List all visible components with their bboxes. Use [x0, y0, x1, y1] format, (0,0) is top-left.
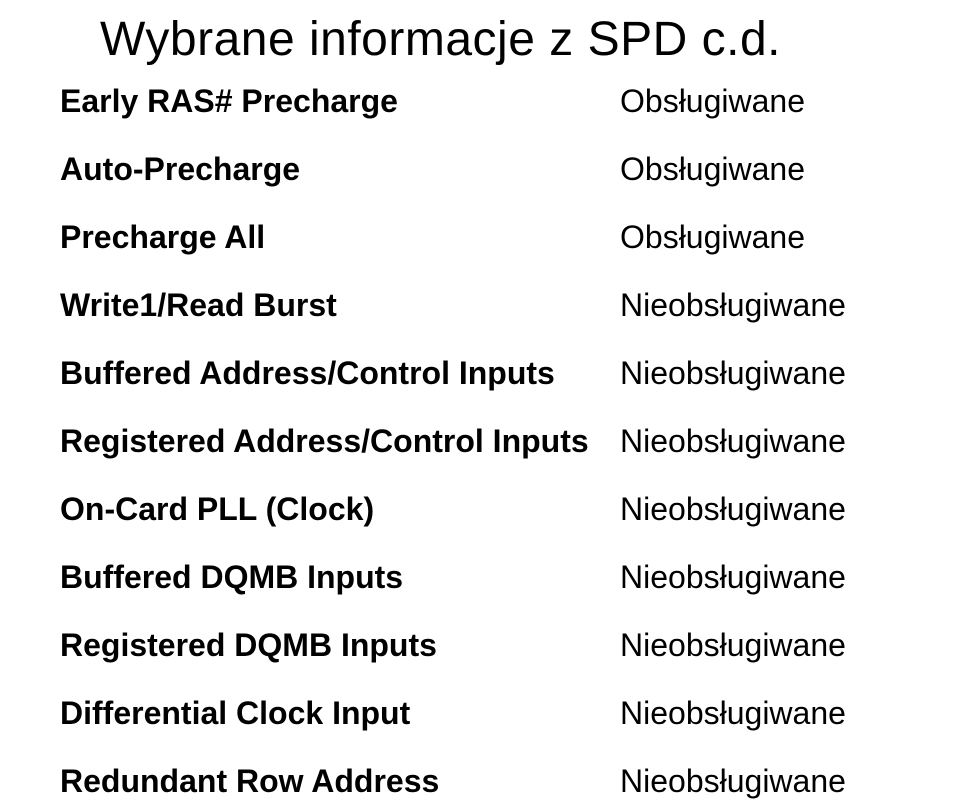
row-label: Write1/Read Burst [60, 287, 620, 324]
table-row: Registered DQMB Inputs Nieobsługiwane [60, 627, 920, 664]
table-row: Buffered DQMB Inputs Nieobsługiwane [60, 559, 920, 596]
row-value: Nieobsługiwane [620, 423, 846, 460]
row-value: Obsługiwane [620, 151, 805, 188]
table-row: Write1/Read Burst Nieobsługiwane [60, 287, 920, 324]
row-value: Nieobsługiwane [620, 491, 846, 528]
row-label: Precharge All [60, 219, 620, 256]
page-title: Wybrane informacje z SPD c.d. [100, 12, 920, 67]
page: Wybrane informacje z SPD c.d. Early RAS#… [0, 0, 960, 782]
row-value: Nieobsługiwane [620, 627, 846, 664]
row-label: Early RAS# Precharge [60, 83, 620, 120]
table-row: Differential Clock Input Nieobsługiwane [60, 695, 920, 732]
table-row: On-Card PLL (Clock) Nieobsługiwane [60, 491, 920, 528]
table-row: Registered Address/Control Inputs Nieobs… [60, 423, 920, 460]
row-label: Auto-Precharge [60, 151, 620, 188]
row-label: On-Card PLL (Clock) [60, 491, 620, 528]
row-value: Obsługiwane [620, 83, 805, 120]
table-row: Buffered Address/Control Inputs Nieobsłu… [60, 355, 920, 392]
table-row: Precharge All Obsługiwane [60, 219, 920, 256]
row-value: Nieobsługiwane [620, 559, 846, 596]
row-value: Nieobsługiwane [620, 695, 846, 732]
row-value: Nieobsługiwane [620, 355, 846, 392]
row-label: Differential Clock Input [60, 695, 620, 732]
row-label: Buffered DQMB Inputs [60, 559, 620, 596]
row-label: Registered DQMB Inputs [60, 627, 620, 664]
row-value: Obsługiwane [620, 219, 805, 256]
row-label: Registered Address/Control Inputs [60, 423, 620, 460]
row-label: Buffered Address/Control Inputs [60, 355, 620, 392]
row-value: Nieobsługiwane [620, 287, 846, 324]
table-row: Auto-Precharge Obsługiwane [60, 151, 920, 188]
table-row: Early RAS# Precharge Obsługiwane [60, 83, 920, 120]
